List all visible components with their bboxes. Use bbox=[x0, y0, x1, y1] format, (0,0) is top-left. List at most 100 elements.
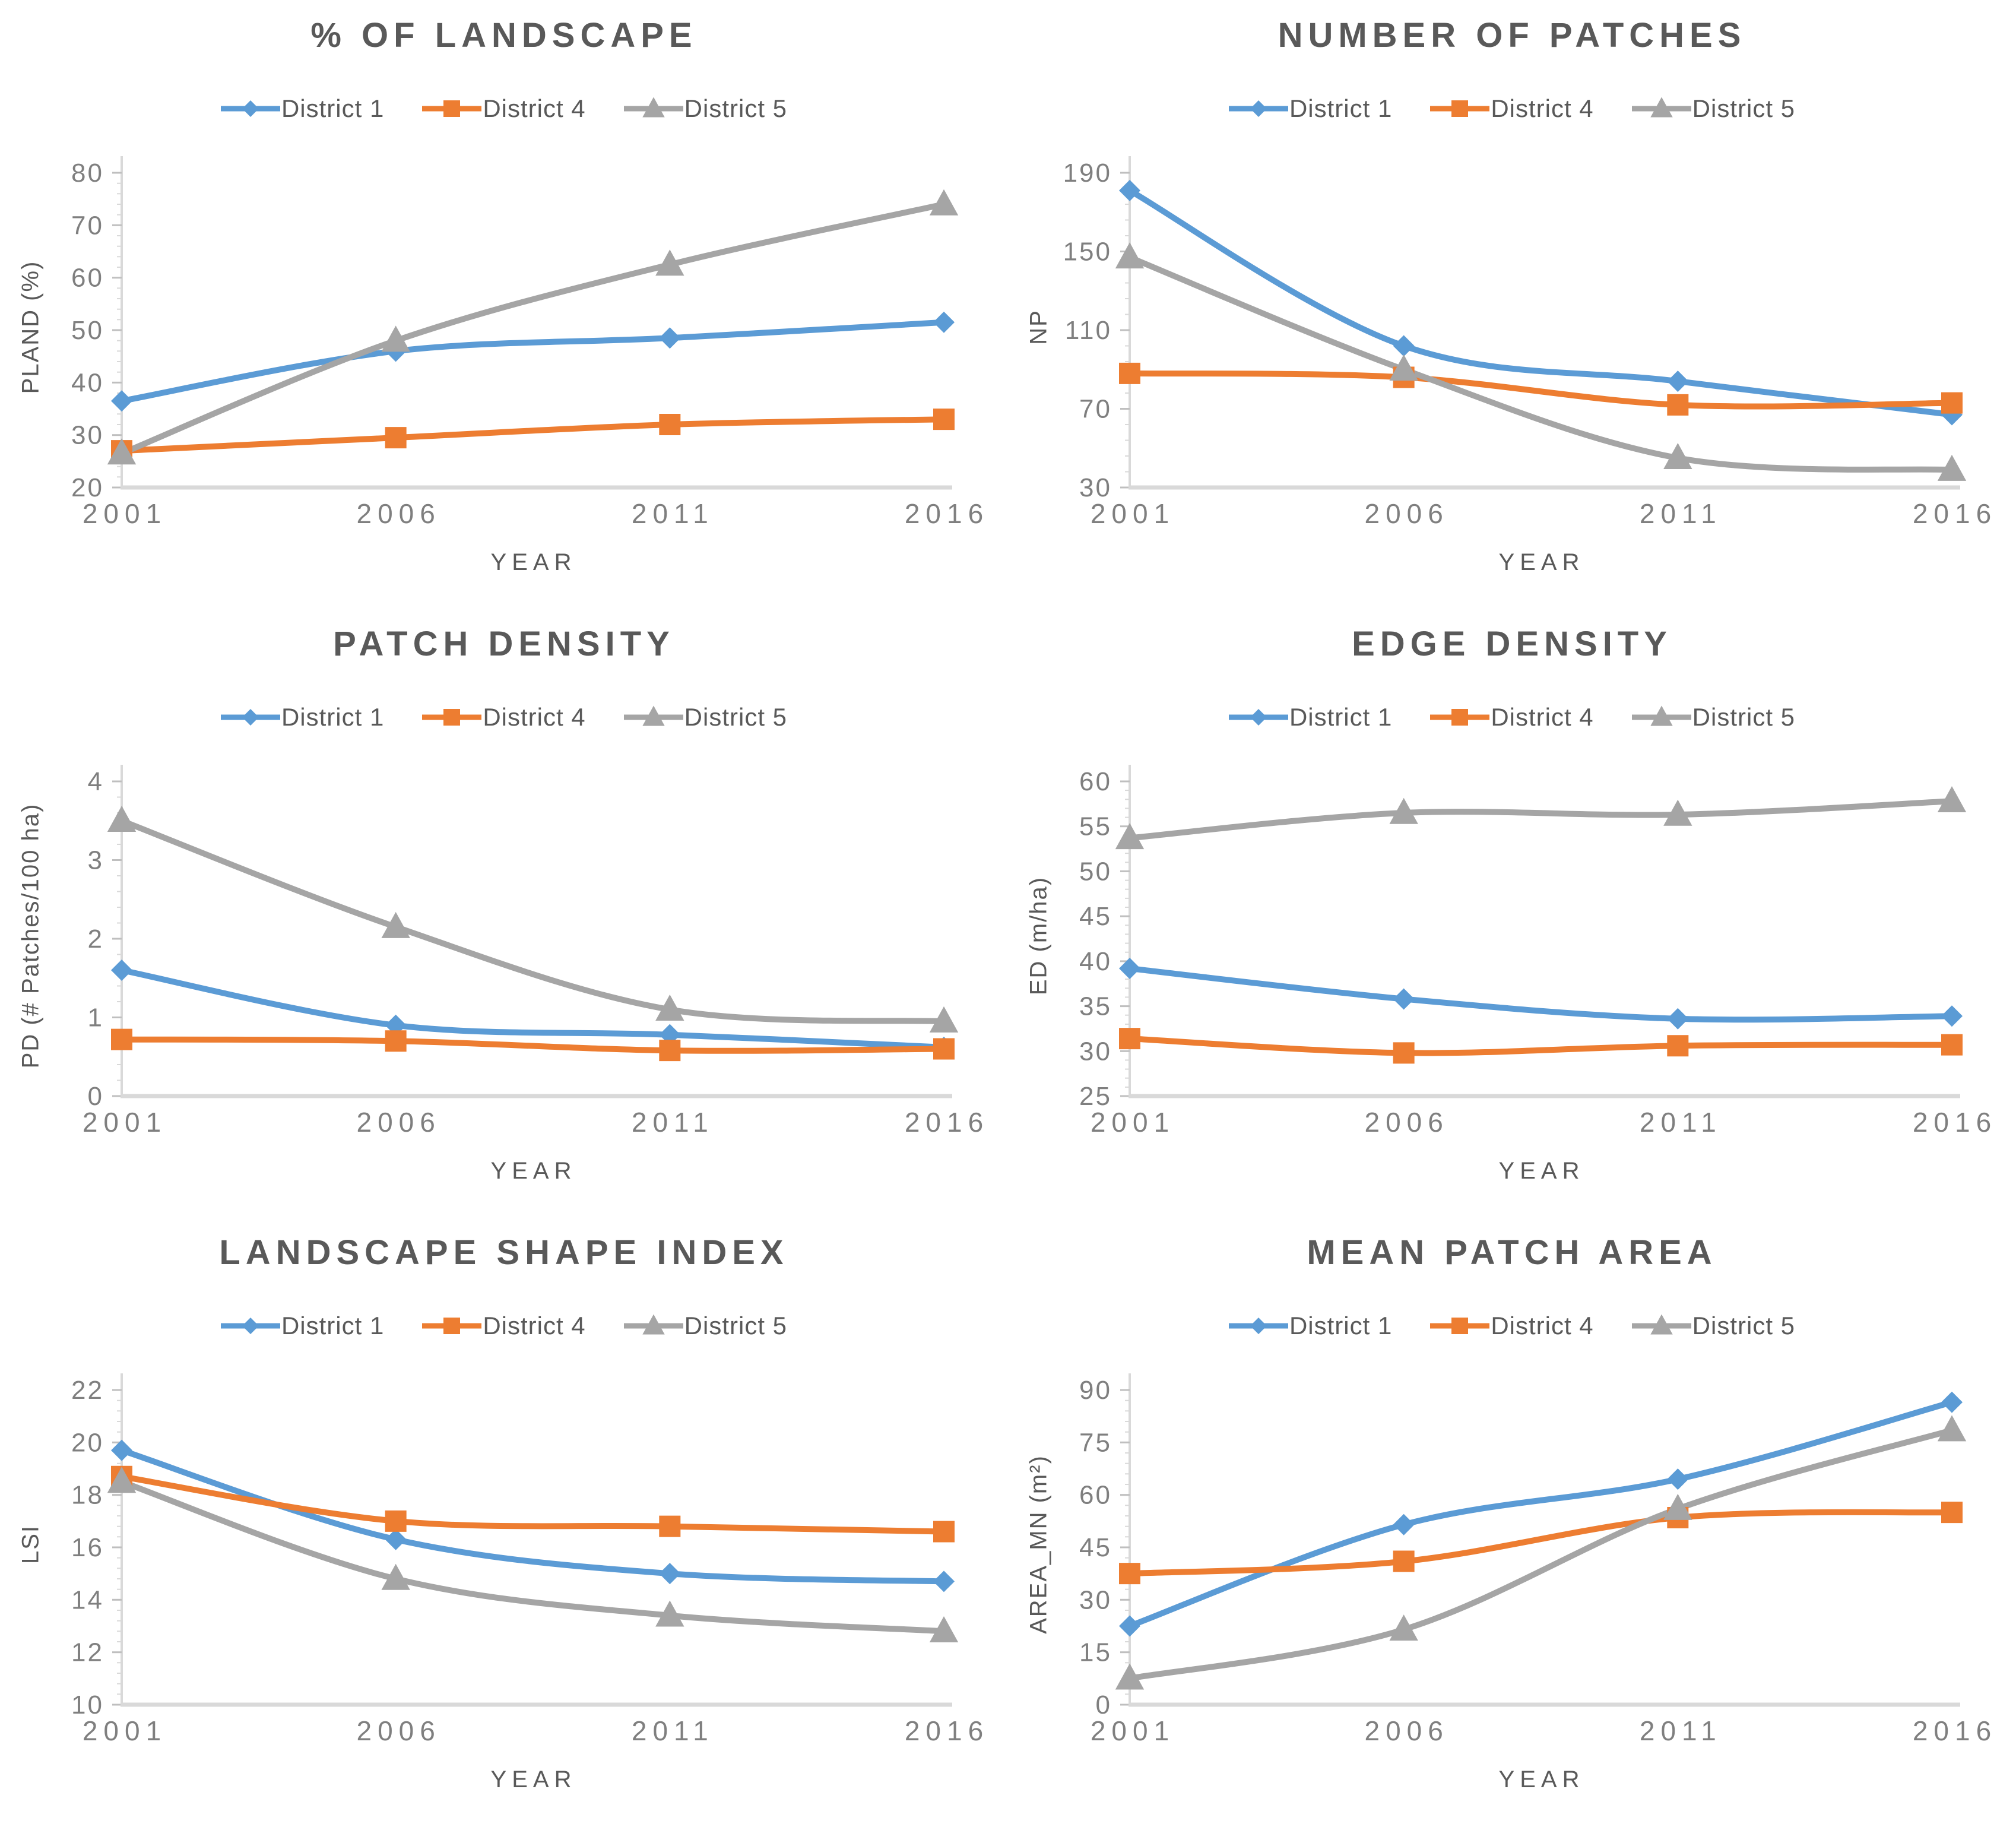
legend-label: District 1 bbox=[281, 703, 385, 731]
series-marker-diamond-icon bbox=[111, 960, 132, 981]
series-marker-diamond-icon bbox=[1941, 1005, 1963, 1027]
legend-item: District 4 bbox=[422, 1312, 585, 1340]
series-marker-triangle-icon bbox=[1389, 797, 1418, 824]
plot-area: PD (# Patches/100 ha) 0 1 2 3 4 2001 2006 2011 2… bbox=[0, 740, 1008, 1155]
y-tick-label: 45 bbox=[1079, 902, 1112, 931]
legend-marker-icon bbox=[1430, 100, 1490, 117]
series-line-district-4 bbox=[119, 1036, 947, 1054]
chart-legend: District 1 District 4 District 5 bbox=[0, 92, 1008, 125]
x-tick-label: 2001 bbox=[1091, 498, 1175, 529]
series-marker-square-icon bbox=[111, 1028, 132, 1050]
plot-area: PLAND (%) 20 30 40 50 60 70 80 2001 2006 2011 2016 bbox=[0, 131, 1008, 547]
legend-item: District 5 bbox=[623, 1312, 787, 1340]
series-marker-diamond-icon bbox=[1393, 988, 1415, 1010]
y-tick-label: 30 bbox=[71, 421, 104, 450]
chart-edge-density: EDGE DENSITY District 1 District 4 Distric… bbox=[1008, 609, 2016, 1217]
series-marker-triangle-icon bbox=[1389, 1614, 1418, 1641]
legend-item: District 4 bbox=[1430, 94, 1593, 123]
legend-item: District 1 bbox=[220, 703, 385, 732]
x-tick-label: 2006 bbox=[356, 1715, 440, 1746]
x-tick-label: 2011 bbox=[632, 498, 714, 529]
series-marker-diamond-icon bbox=[1393, 335, 1415, 357]
x-tick-label: 2016 bbox=[1913, 498, 1997, 529]
y-tick-label: 4 bbox=[88, 767, 104, 796]
series-marker-square-icon bbox=[1941, 1502, 1963, 1524]
series-marker-diamond-icon bbox=[1119, 957, 1140, 979]
series-marker-triangle-icon bbox=[1115, 1663, 1145, 1690]
y-tick-label: 3 bbox=[88, 846, 104, 875]
legend-label: District 4 bbox=[1491, 1312, 1594, 1340]
legend-label: District 4 bbox=[483, 94, 586, 122]
legend-marker-icon bbox=[220, 100, 280, 117]
legend-item: District 4 bbox=[1430, 1312, 1593, 1340]
series-line-district-5 bbox=[119, 1478, 947, 1635]
series-marker-square-icon bbox=[933, 409, 955, 430]
series-marker-diamond-icon bbox=[1119, 179, 1140, 201]
y-tick-label: 110 bbox=[1065, 316, 1112, 345]
legend-marker-icon bbox=[1631, 97, 1691, 118]
x-tick-label: 2016 bbox=[1913, 1715, 1997, 1746]
legend-label: District 4 bbox=[1491, 703, 1594, 731]
legend-label: District 4 bbox=[1491, 94, 1594, 122]
y-tick-label: 90 bbox=[1079, 1376, 1112, 1405]
y-tick-label: 60 bbox=[1079, 767, 1112, 796]
series-line-district-1 bbox=[1127, 1399, 1955, 1629]
legend-label: District 5 bbox=[684, 703, 788, 731]
series-marker-triangle-icon bbox=[381, 325, 410, 352]
y-tick-label: 45 bbox=[1079, 1533, 1112, 1562]
x-tick-label: 2011 bbox=[632, 1715, 714, 1746]
legend-marker-icon bbox=[422, 1318, 482, 1334]
x-tick-label: 2011 bbox=[1640, 1715, 1722, 1746]
y-tick-label: 22 bbox=[71, 1376, 104, 1405]
series-line-district-5 bbox=[1127, 798, 1955, 841]
series-line-district-4 bbox=[119, 416, 947, 454]
series-marker-diamond-icon bbox=[1667, 1468, 1689, 1490]
legend-label: District 4 bbox=[483, 1312, 586, 1340]
legend-item: District 1 bbox=[1228, 94, 1392, 123]
chart-patch-density: PATCH DENSITY District 1 District 4 Distri… bbox=[0, 609, 1008, 1217]
y-tick-label: 70 bbox=[71, 211, 104, 240]
series-marker-square-icon bbox=[659, 414, 681, 435]
x-tick-label: 2006 bbox=[356, 1107, 440, 1138]
y-tick-label: 0 bbox=[88, 1082, 104, 1111]
series-line-district-1 bbox=[119, 1447, 947, 1585]
x-axis-title: YEAR bbox=[490, 549, 577, 575]
series-marker-diamond-icon bbox=[933, 1570, 955, 1592]
series-line-district-5 bbox=[1127, 1427, 1955, 1682]
series-marker-square-icon bbox=[1119, 1028, 1140, 1050]
y-tick-label: 150 bbox=[1063, 238, 1112, 267]
x-tick-label: 2016 bbox=[1913, 1107, 1997, 1138]
plot-area: ED (m/ha) 25 30 35 40 45 50 55 60 2001 2006 2011 20… bbox=[1008, 740, 2016, 1155]
y-tick-label: 12 bbox=[71, 1638, 104, 1667]
series-marker-diamond-icon bbox=[1393, 1513, 1415, 1535]
series-marker-triangle-icon bbox=[1115, 823, 1145, 850]
y-tick-label: 30 bbox=[1079, 473, 1112, 502]
legend-item: District 1 bbox=[220, 94, 384, 123]
legend-marker-icon bbox=[1228, 100, 1288, 117]
series-marker-triangle-icon bbox=[929, 1006, 959, 1033]
x-tick-label: 2011 bbox=[632, 1107, 714, 1138]
series-marker-square-icon bbox=[1119, 1563, 1140, 1585]
y-tick-label: 20 bbox=[71, 1428, 104, 1457]
legend-item: District 1 bbox=[1228, 1312, 1393, 1340]
legend-label: District 5 bbox=[1692, 94, 1796, 122]
series-marker-square-icon bbox=[1393, 1550, 1415, 1572]
legend-marker-icon bbox=[623, 1314, 683, 1335]
series-marker-triangle-icon bbox=[107, 1467, 137, 1493]
series-marker-diamond-icon bbox=[1119, 1615, 1140, 1637]
plot-area: NP 30 70 110 150 190 2001 2006 2011 2016 bbox=[1008, 131, 2016, 547]
chart-percent-of-landscape: % OF LANDSCAPE District 1 District 4 Distr… bbox=[0, 0, 1008, 609]
legend-item: District 1 bbox=[1228, 703, 1392, 732]
plot-area: AREA_MN (m²) 0 15 30 45 60 75 90 2001 2006 2011 20… bbox=[1008, 1348, 2016, 1764]
y-tick-label: 190 bbox=[1063, 159, 1112, 188]
series-marker-triangle-icon bbox=[929, 189, 959, 216]
legend-item: District 4 bbox=[1430, 703, 1593, 732]
series-marker-triangle-icon bbox=[655, 249, 684, 276]
chart-legend: District 1 District 4 District 5 bbox=[0, 1309, 1008, 1342]
y-tick-label: 80 bbox=[71, 159, 104, 188]
legend-label: District 1 bbox=[1289, 1312, 1393, 1340]
legend-marker-icon bbox=[422, 100, 482, 117]
x-axis-title: YEAR bbox=[1498, 1158, 1585, 1184]
series-marker-square-icon bbox=[385, 427, 407, 449]
series-marker-diamond-icon bbox=[1667, 371, 1689, 392]
